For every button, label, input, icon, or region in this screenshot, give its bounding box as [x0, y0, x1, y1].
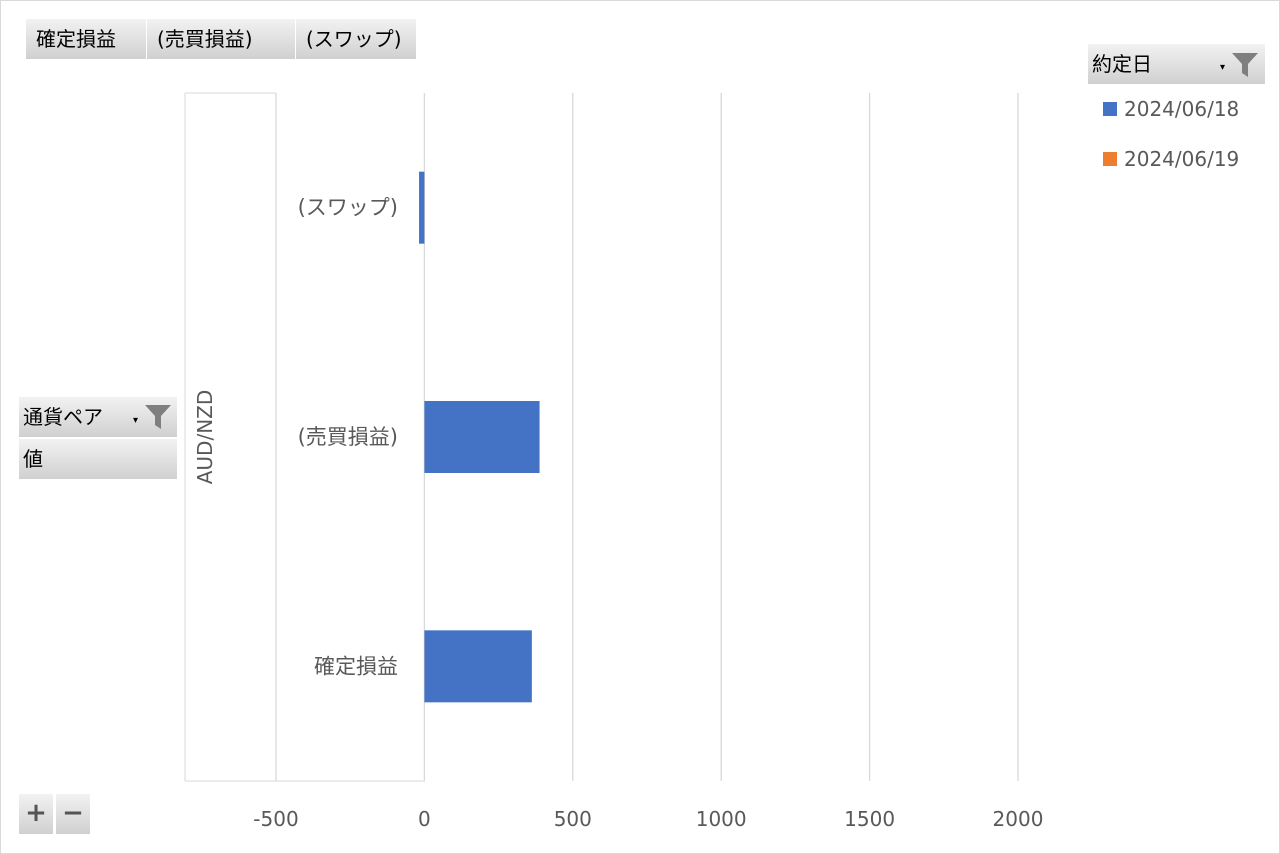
row-field-label: 通貨ペア [23, 405, 103, 429]
legend-item: 2024/06/18 [1103, 97, 1239, 121]
field-button-baibai[interactable]: (売買損益) [147, 19, 296, 59]
row-field-button[interactable]: 通貨ペア ▾ [19, 397, 178, 437]
funnel-icon [145, 405, 171, 429]
field-button-label: 確定損益 [36, 27, 116, 51]
field-button-swap[interactable]: (スワップ) [296, 19, 417, 59]
legend-field-button[interactable]: 約定日 ▾ [1088, 44, 1266, 84]
dropdown-arrow-icon: ▾ [133, 415, 139, 426]
values-field-label: 値 [23, 447, 43, 471]
legend-label: 2024/06/19 [1124, 147, 1240, 171]
legend-field-label: 約定日 [1092, 52, 1152, 76]
plus-icon: + [25, 798, 47, 828]
legend-item: 2024/06/19 [1103, 147, 1239, 171]
field-button-label: (スワップ) [306, 27, 402, 51]
values-field-button[interactable]: 値 [19, 439, 178, 479]
collapse-button[interactable]: − [56, 794, 90, 834]
field-button-label: (売買損益) [157, 27, 253, 51]
legend-swatch [1103, 102, 1117, 116]
legend-label: 2024/06/18 [1124, 97, 1240, 121]
legend-swatch [1103, 152, 1117, 166]
minus-icon: − [62, 798, 84, 828]
field-button-kakutei[interactable]: 確定損益 [26, 19, 147, 59]
expand-button[interactable]: + [19, 794, 53, 834]
dropdown-arrow-icon: ▾ [1220, 62, 1226, 73]
funnel-icon [1232, 53, 1258, 77]
